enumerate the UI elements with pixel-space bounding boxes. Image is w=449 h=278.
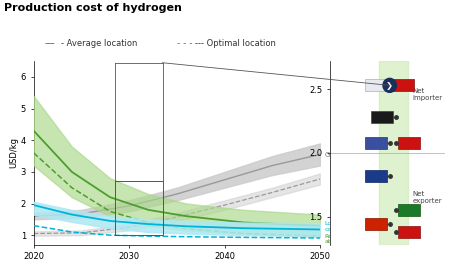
Text: Net
importer: Net importer [413,88,443,101]
Bar [115,181,163,235]
Bar [398,226,420,238]
Text: - - -: - - - [177,39,193,48]
Bar [392,79,414,91]
Text: --- Optimal location: --- Optimal location [195,39,276,48]
Text: Low-
carbon: Low- carbon [325,221,347,232]
Bar [398,204,420,216]
Text: Gray¹²: Gray¹² [325,151,347,158]
Bar [379,61,408,245]
Bar [365,137,387,149]
Text: Renew-
able: Renew- able [325,234,348,244]
Text: ❯: ❯ [386,81,393,90]
Bar [365,218,387,230]
Bar [365,170,387,182]
Circle shape [383,78,396,92]
Text: Net
exporter: Net exporter [413,191,442,204]
Y-axis label: USD/kg: USD/kg [9,137,18,168]
Text: - Average location: - Average location [61,39,137,48]
Text: Production cost of hydrogen: Production cost of hydrogen [4,3,182,13]
Text: —: — [45,38,55,48]
Bar [365,79,387,91]
Bar [371,111,393,123]
Bar [398,137,420,149]
